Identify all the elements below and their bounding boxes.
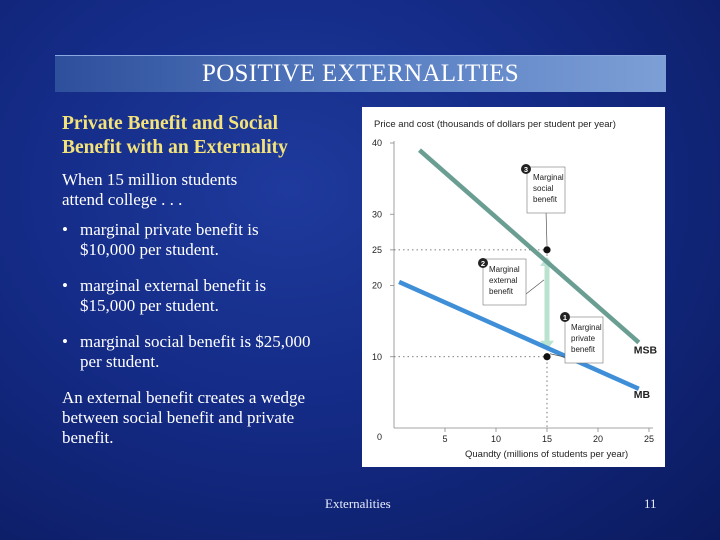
- y-tick-label: 25: [372, 245, 382, 255]
- wedge-arrow-head-down: [540, 340, 554, 350]
- highlight-point: [543, 353, 551, 361]
- subtitle-line: Benefit with an Externality: [62, 137, 288, 158]
- callout-leader: [545, 210, 548, 246]
- intro-text: When 15 million students attend college …: [62, 170, 357, 210]
- bullet-list: • marginal private benefit is $10,000 pe…: [62, 220, 357, 372]
- callout-number: 3: [524, 165, 528, 174]
- bullet-item: • marginal private benefit is $10,000 pe…: [62, 220, 357, 260]
- x-tick-label: 10: [491, 434, 501, 444]
- series-label-mb: MB: [634, 389, 651, 401]
- callout-line: benefit: [533, 195, 558, 204]
- x-tick-label: 25: [644, 434, 654, 444]
- callout-number: 2: [481, 259, 485, 268]
- page-number: 11: [644, 496, 657, 511]
- bullet-symbol: •: [62, 220, 68, 239]
- x-tick-label: 20: [593, 434, 603, 444]
- x-tick-label: 15: [542, 434, 552, 444]
- callout-line: private: [571, 334, 596, 343]
- callout-line: Marginal: [489, 265, 520, 274]
- conclusion-text: An external benefit creates a wedge betw…: [62, 388, 357, 448]
- chart-body: 10 20 25 30 40 0 5 10 15 20 25 MSB MB 3 Marginal social…: [372, 138, 658, 444]
- callout-number: 1: [563, 313, 567, 322]
- callout-line: external: [489, 276, 518, 285]
- bullet-item: • marginal external benefit is $15,000 p…: [62, 276, 357, 316]
- footer-text: Externalities: [325, 496, 391, 511]
- intro-line: attend college . . .: [62, 190, 183, 209]
- series-line-mb: [398, 279, 640, 391]
- callout-box: [482, 258, 527, 306]
- series-label-msb: MSB: [634, 345, 658, 357]
- slide-title: POSITIVE EXTERNALITIES: [202, 60, 519, 87]
- callout-number-badge: [560, 312, 570, 322]
- callout-line: social: [533, 184, 554, 193]
- bullet-line: $15,000 per student.: [80, 296, 219, 315]
- chart-svg: Price and cost (thousands of dollars per…: [372, 119, 658, 460]
- bullet-line: marginal social benefit is $25,000: [80, 332, 311, 351]
- conclusion-line: benefit.: [62, 428, 114, 447]
- callout-line: benefit: [489, 287, 514, 296]
- y-tick-label: 20: [372, 281, 382, 291]
- callout-box: [526, 166, 566, 214]
- chart-ylabel: Price and cost (thousands of dollars per…: [374, 119, 616, 130]
- chart-xlabel: Quandty (millions of students per year): [465, 449, 628, 460]
- callout-number-badge: [521, 164, 531, 174]
- bullet-line: marginal external benefit is: [80, 276, 267, 295]
- callout-number-badge: [478, 258, 488, 268]
- y-tick-label: 10: [372, 352, 382, 362]
- bullet-item: • marginal social benefit is $25,000 per…: [62, 332, 357, 372]
- highlight-point: [543, 246, 551, 254]
- title-bar: POSITIVE EXTERNALITIES: [55, 55, 666, 92]
- callout-line: benefit: [571, 345, 596, 354]
- conclusion-line: An external benefit creates a wedge: [62, 388, 306, 407]
- bullet-symbol: •: [62, 332, 68, 351]
- y-tick-label: 30: [372, 209, 382, 219]
- callout-line: Marginal: [571, 323, 602, 332]
- chart-figure: Price and cost (thousands of dollars per…: [362, 107, 665, 467]
- bullet-symbol: •: [62, 276, 68, 295]
- bullet-line: per student.: [80, 352, 160, 371]
- text-column: Private Benefit and Social Benefit with …: [62, 112, 357, 448]
- callout-box: [564, 316, 604, 364]
- bullet-line: marginal private benefit is: [80, 220, 259, 239]
- bullet-line: $10,000 per student.: [80, 240, 219, 259]
- x-tick-label: 5: [442, 434, 447, 444]
- y-tick-label: 40: [372, 138, 382, 148]
- slide-subtitle: Private Benefit and Social Benefit with …: [62, 112, 357, 160]
- callout-line: Marginal: [533, 173, 564, 182]
- intro-line: When 15 million students: [62, 170, 238, 189]
- x-tick-label: 0: [377, 432, 382, 442]
- subtitle-line: Private Benefit and Social: [62, 113, 279, 134]
- conclusion-line: between social benefit and private: [62, 408, 295, 427]
- series-line-msb: [418, 148, 641, 345]
